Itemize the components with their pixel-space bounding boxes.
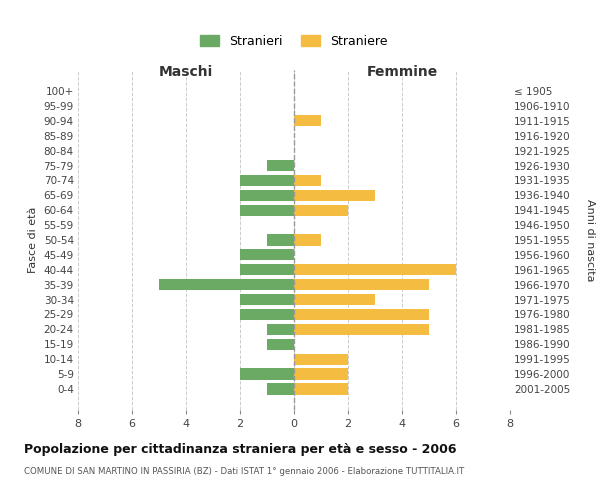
Text: COMUNE DI SAN MARTINO IN PASSIRIA (BZ) - Dati ISTAT 1° gennaio 2006 - Elaborazio: COMUNE DI SAN MARTINO IN PASSIRIA (BZ) -… bbox=[24, 468, 464, 476]
Bar bbox=[294, 115, 321, 126]
Bar bbox=[267, 384, 294, 394]
Y-axis label: Fasce di età: Fasce di età bbox=[28, 207, 38, 273]
Bar bbox=[240, 204, 294, 216]
Bar bbox=[294, 324, 429, 335]
Bar bbox=[294, 368, 348, 380]
Bar bbox=[267, 234, 294, 246]
Bar bbox=[294, 190, 375, 201]
Bar bbox=[294, 264, 456, 276]
Text: Femmine: Femmine bbox=[367, 65, 437, 79]
Bar bbox=[294, 384, 348, 394]
Bar bbox=[240, 309, 294, 320]
Bar bbox=[159, 279, 294, 290]
Bar bbox=[240, 264, 294, 276]
Bar bbox=[294, 175, 321, 186]
Text: Popolazione per cittadinanza straniera per età e sesso - 2006: Popolazione per cittadinanza straniera p… bbox=[24, 442, 457, 456]
Bar bbox=[294, 294, 375, 305]
Bar bbox=[294, 279, 429, 290]
Y-axis label: Anni di nascita: Anni di nascita bbox=[585, 198, 595, 281]
Bar bbox=[294, 234, 321, 246]
Text: Maschi: Maschi bbox=[159, 65, 213, 79]
Bar bbox=[240, 175, 294, 186]
Bar bbox=[294, 309, 429, 320]
Bar bbox=[267, 324, 294, 335]
Bar bbox=[240, 294, 294, 305]
Bar bbox=[294, 354, 348, 365]
Bar bbox=[240, 368, 294, 380]
Bar bbox=[267, 338, 294, 350]
Bar bbox=[294, 204, 348, 216]
Bar bbox=[267, 160, 294, 171]
Legend: Stranieri, Straniere: Stranieri, Straniere bbox=[198, 32, 390, 50]
Bar bbox=[240, 190, 294, 201]
Bar bbox=[240, 250, 294, 260]
